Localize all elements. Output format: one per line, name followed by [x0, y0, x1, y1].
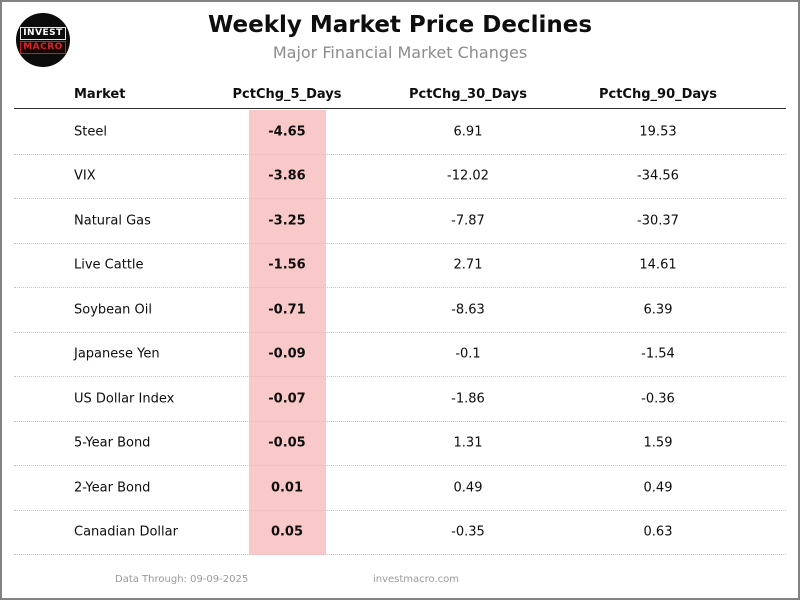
pctchg-90-days-cell: -34.56 [637, 168, 679, 184]
pctchg-5-days-cell: -0.09 [268, 346, 306, 362]
market-cell: Japanese Yen [74, 346, 160, 362]
pctchg-5-days-cell: -0.71 [268, 302, 306, 318]
site-label: investmacro.com [372, 574, 460, 585]
pctchg-30-days-cell: -12.02 [447, 168, 489, 184]
market-cell: Soybean Oil [74, 302, 152, 318]
pctchg-30-days-cell: -7.87 [451, 213, 485, 229]
table-row: Canadian Dollar 0.05 -0.35 0.63 [14, 511, 786, 555]
table-row: 5-Year Bond -0.05 1.31 1.59 [14, 422, 786, 466]
market-cell: Live Cattle [74, 257, 144, 273]
pctchg-30-days-cell: -8.63 [451, 302, 485, 318]
table-row: Live Cattle -1.56 2.71 14.61 [14, 244, 786, 288]
pctchg-5-days-cell: -3.25 [268, 213, 306, 229]
market-cell: US Dollar Index [74, 391, 175, 407]
pctchg-30-days-cell: 0.49 [453, 480, 483, 496]
pctchg-90-days-cell: 0.63 [643, 524, 673, 540]
page-title: Weekly Market Price Declines [207, 12, 593, 38]
market-cell: Steel [74, 124, 107, 140]
column-header-market: Market [74, 87, 126, 102]
table-row: VIX -3.86 -12.02 -34.56 [14, 155, 786, 199]
pctchg-5-days-cell: -3.86 [268, 168, 306, 184]
pctchg-5-days-cell: -0.07 [268, 391, 306, 407]
logo-macro-text: MACRO [20, 40, 66, 54]
pctchg-5-days-cell: -1.56 [268, 257, 306, 273]
pctchg-90-days-cell: 19.53 [639, 124, 677, 140]
page-subtitle: Major Financial Market Changes [272, 43, 528, 62]
market-cell: Canadian Dollar [74, 524, 178, 540]
pctchg-90-days-cell: 1.59 [643, 435, 673, 451]
column-header-pctchg-5-days: PctChg_5_Days [232, 87, 342, 102]
table-row: 2-Year Bond 0.01 0.49 0.49 [14, 466, 786, 511]
pctchg-90-days-cell: 6.39 [643, 302, 673, 318]
pctchg-30-days-cell: -1.86 [451, 391, 485, 407]
pctchg-30-days-cell: -0.1 [455, 346, 481, 362]
column-header-pctchg-90-days: PctChg_90_Days [598, 87, 717, 102]
pctchg-5-days-cell: 0.01 [270, 480, 304, 496]
market-cell: VIX [74, 168, 96, 184]
pctchg-5-days-cell: -0.05 [268, 435, 306, 451]
table-row: Soybean Oil -0.71 -8.63 6.39 [14, 288, 786, 333]
pctchg-30-days-cell: -0.35 [451, 524, 485, 540]
market-cell: 5-Year Bond [74, 435, 151, 451]
market-cell: 2-Year Bond [74, 480, 151, 496]
header-divider [14, 108, 786, 109]
pctchg-5-days-cell: -4.65 [268, 124, 306, 140]
table-row: Japanese Yen -0.09 -0.1 -1.54 [14, 333, 786, 377]
table-row: Natural Gas -3.25 -7.87 -30.37 [14, 199, 786, 244]
table-row: Steel -4.65 6.91 19.53 [14, 110, 786, 155]
pctchg-30-days-cell: 6.91 [453, 124, 483, 140]
pctchg-90-days-cell: -0.36 [641, 391, 675, 407]
logo-invest-text: INVEST [20, 26, 66, 40]
data-through-label: Data Through: 09-09-2025 [115, 574, 249, 585]
column-header-pctchg-30-days: PctChg_30_Days [408, 87, 527, 102]
pctchg-5-days-cell: 0.05 [270, 524, 304, 540]
pctchg-30-days-cell: 2.71 [453, 257, 483, 273]
pctchg-90-days-cell: 0.49 [643, 480, 673, 496]
market-cell: Natural Gas [74, 213, 151, 229]
pctchg-90-days-cell: 14.61 [639, 257, 677, 273]
pctchg-90-days-cell: -1.54 [641, 346, 675, 362]
table-header-row: Market PctChg_5_Days PctChg_30_Days PctC… [14, 87, 786, 107]
pctchg-90-days-cell: -30.37 [637, 213, 679, 229]
pctchg-30-days-cell: 1.31 [453, 435, 483, 451]
investmacro-logo: INVEST MACRO [16, 13, 70, 67]
highlight-column [249, 110, 326, 555]
table-row: US Dollar Index -0.07 -1.86 -0.36 [14, 377, 786, 422]
table-body: Steel -4.65 6.91 19.53 VIX -3.86 -12.02 … [14, 110, 786, 555]
